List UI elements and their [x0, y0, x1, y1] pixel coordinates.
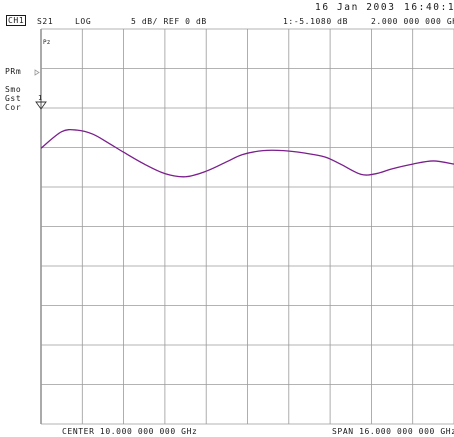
- trace-line: [40, 128, 454, 178]
- parameter-label: PRm: [5, 67, 22, 76]
- gust-label: Gst: [5, 94, 22, 103]
- format-label: LOG: [75, 17, 92, 26]
- date-label: 16 Jan 2003: [315, 2, 396, 13]
- measurement-label: S21: [37, 17, 54, 26]
- marker-frequency: 2.000 000 000 GH: [371, 17, 454, 26]
- span-label: SPAN 16.000 000 000 GHz: [332, 427, 454, 436]
- marker-readout: 1:-5.1080 dB: [283, 17, 348, 26]
- channel-label: CH1: [6, 15, 27, 26]
- parameter-marker-icon: [34, 69, 40, 76]
- smoothing-label: Smo: [5, 85, 22, 94]
- time-label: 16:40:19: [404, 2, 454, 13]
- graticule: [40, 28, 454, 425]
- reference-triangle-icon: [35, 101, 47, 110]
- correction-label: Cor: [5, 103, 22, 112]
- scale-label: 5 dB/ REF 0 dB: [131, 17, 207, 26]
- small-mark: Pz: [43, 39, 51, 46]
- left-markers: [34, 69, 47, 110]
- channel-indicator: CH1: [6, 15, 27, 26]
- center-frequency-label: CENTER 10.000 000 000 GHz: [62, 427, 198, 436]
- reference-marker-number: 1: [38, 94, 43, 102]
